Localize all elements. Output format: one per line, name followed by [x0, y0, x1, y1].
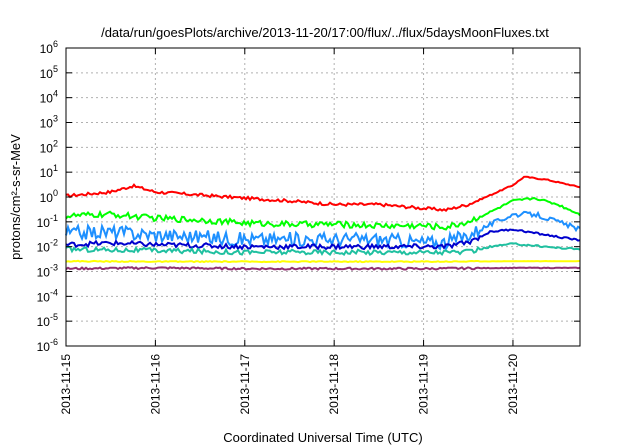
x-tick-label: 2013-11-17: [238, 354, 252, 415]
y-tick-label: 10-5: [37, 312, 58, 329]
x-tick-label: 2013-11-15: [59, 354, 73, 415]
y-tick-label: 100: [40, 188, 58, 205]
y-tick-label: 10-3: [37, 263, 58, 280]
series-line: [65, 242, 581, 257]
x-axis: 2013-11-15 2013-11-16 2013-11-17 2013-11-18…: [59, 48, 520, 415]
chart-title: /data/run/goesPlots/archive/2013-11-20/1…: [101, 25, 549, 40]
series-line: [65, 196, 581, 231]
y-tick-label: 10-2: [37, 238, 58, 255]
x-tick-label: 2013-11-18: [327, 354, 341, 415]
x-axis-label: Coordinated Universal Time (UTC): [223, 430, 422, 445]
series-line: [65, 266, 581, 271]
y-tick-label: 10-1: [37, 213, 58, 230]
y-tick-label: 102: [40, 138, 58, 155]
x-tick-label: 2013-11-16: [148, 354, 162, 415]
x-tick-label: 2013-11-19: [417, 354, 431, 415]
y-tick-label: 104: [40, 89, 58, 106]
y-tick-label: 103: [40, 114, 58, 131]
y-tick-label: 101: [40, 163, 58, 180]
y-axis-label: protons/cm²-s-sr-MeV: [8, 134, 23, 260]
series-line: [65, 210, 581, 252]
y-axis: 10-6 10-5 10-4 10-3 10-2 10-1 100 101 102 103 104 1…: [37, 39, 580, 354]
y-tick-label: 10-6: [37, 337, 58, 354]
series-group: [65, 175, 581, 271]
series-line: [65, 259, 581, 264]
y-tick-label: 10-4: [37, 287, 58, 304]
series-line: [65, 228, 581, 251]
grid-lines: [66, 48, 580, 346]
y-tick-label: 105: [40, 64, 58, 81]
x-tick-label: 2013-11-20: [506, 354, 520, 415]
y-tick-label: 106: [40, 39, 58, 56]
series-line: [65, 175, 581, 213]
